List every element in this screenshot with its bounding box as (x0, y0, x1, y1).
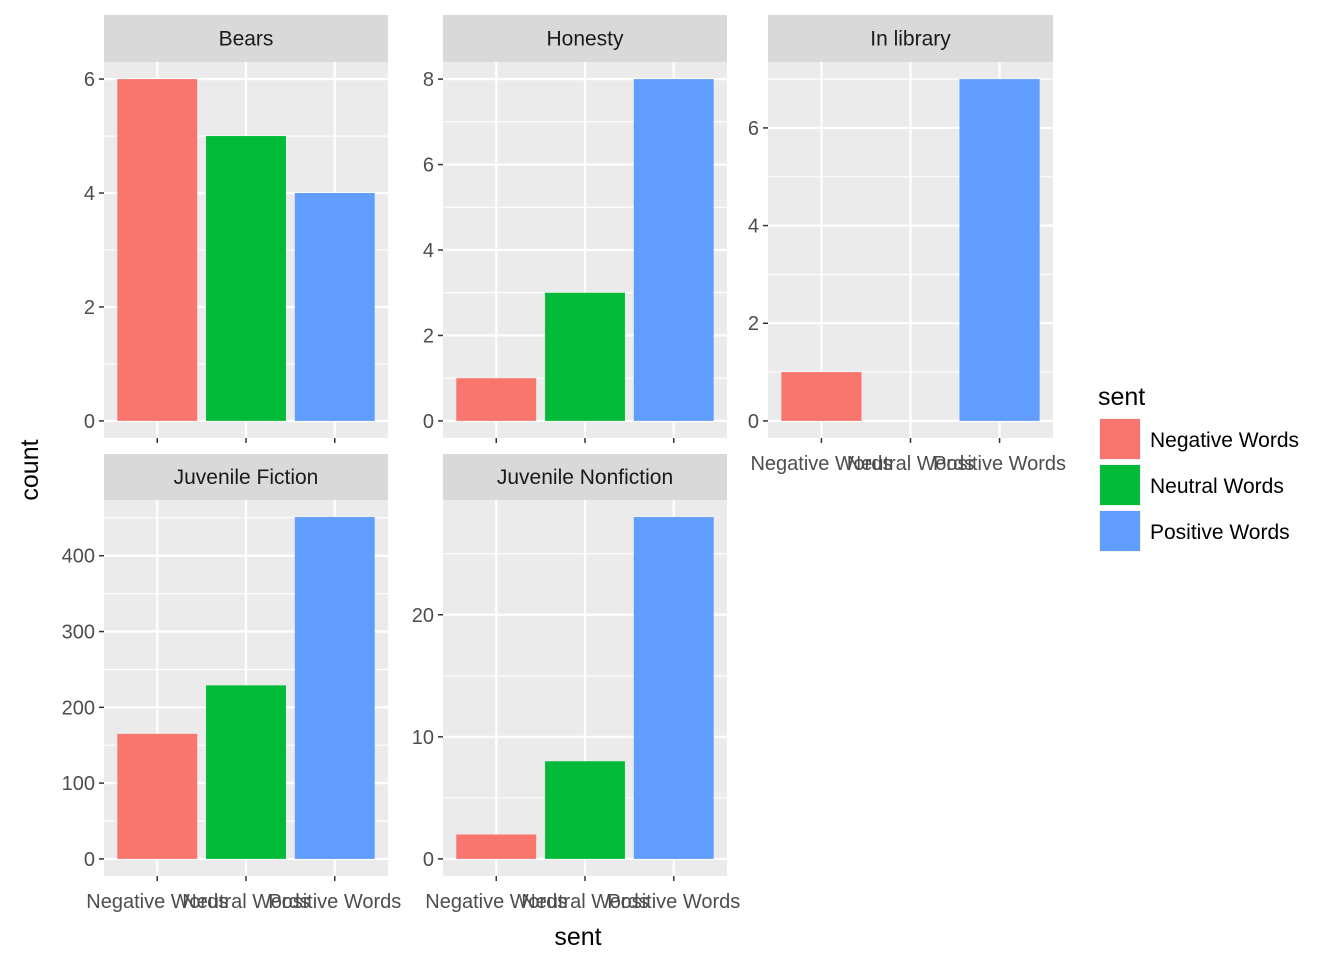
bar (959, 79, 1040, 421)
y-tick-label: 0 (84, 849, 95, 871)
facet-strip-title: Bears (219, 28, 274, 51)
bar (545, 292, 625, 421)
legend-swatch (1100, 511, 1140, 551)
y-tick-label: 20 (412, 605, 434, 627)
bar (294, 193, 375, 421)
facet-panels: Bears 0 2 4 6 Honesty 0 2 4 6 8 In library 0 2 4 6 Negat… (62, 15, 1066, 913)
legend-swatch (1100, 465, 1140, 505)
x-tick-label: Positive Words (607, 891, 740, 913)
facet-strip (443, 454, 727, 500)
facet-panel: Juvenile Fiction 0 100 200 300 400 Negative Wo… (62, 454, 401, 913)
y-tick-label: 100 (62, 773, 95, 795)
facet-strip (104, 15, 388, 62)
y-tick-label: 300 (62, 622, 95, 644)
facet-strip (104, 454, 388, 500)
bar (117, 733, 198, 859)
y-tick-label: 6 (748, 118, 759, 140)
facet-panel: Juvenile Nonfiction 0 10 20 Negative WordsNe… (412, 454, 740, 913)
facet-strip-title: Honesty (546, 28, 624, 51)
x-tick-label: Neutral Words (521, 891, 648, 913)
y-tick-label: 0 (423, 411, 434, 433)
x-tick-label: Positive Words (268, 891, 401, 913)
x-tick-label: Negative Words (750, 453, 892, 475)
y-tick-label: 2 (84, 297, 95, 319)
x-tick-label: Negative Words (425, 891, 567, 913)
x-tick-label: Neutral Words (847, 453, 974, 475)
y-tick-label: 10 (412, 727, 434, 749)
y-tick-label: 6 (423, 155, 434, 177)
y-tick-label: 200 (62, 697, 95, 719)
bar (633, 517, 714, 859)
y-tick-label: 0 (748, 411, 759, 433)
y-tick-label: 2 (423, 325, 434, 347)
y-tick-label: 400 (62, 546, 95, 568)
facet-strip (768, 15, 1053, 62)
x-tick-label: Neutral Words (182, 891, 309, 913)
facet-strip-title: Juvenile Nonfiction (497, 466, 673, 489)
bar (633, 79, 714, 421)
y-tick-label: 4 (84, 183, 95, 205)
x-axis-title: sent (554, 923, 601, 951)
bar (456, 834, 537, 859)
facet-panel: Honesty 0 2 4 6 8 (423, 15, 727, 443)
y-tick-label: 8 (423, 69, 434, 91)
legend-label: Positive Words (1150, 521, 1290, 544)
legend-label: Neutral Words (1150, 475, 1284, 498)
y-axis-title: count (16, 439, 44, 500)
bar (456, 378, 537, 421)
bar (294, 517, 375, 859)
legend-label: Negative Words (1150, 429, 1299, 452)
bar (206, 685, 286, 859)
facet-strip (443, 15, 727, 62)
y-tick-label: 4 (423, 240, 434, 262)
y-tick-label: 6 (84, 69, 95, 91)
x-tick-label: Negative Words (86, 891, 228, 913)
legend-title: sent (1098, 383, 1145, 411)
bar (781, 372, 862, 421)
bar (545, 761, 625, 859)
legend: sent Negative Words Neutral Words Positive… (1098, 383, 1299, 552)
facet-strip-title: Juvenile Fiction (174, 466, 319, 489)
legend-swatch (1100, 419, 1140, 459)
y-tick-label: 2 (748, 313, 759, 335)
y-tick-label: 0 (84, 411, 95, 433)
x-tick-label: Positive Words (933, 453, 1066, 475)
y-tick-label: 0 (423, 849, 434, 871)
y-tick-label: 4 (748, 216, 759, 238)
facet-panel: Bears 0 2 4 6 (84, 15, 388, 443)
facet-strip-title: In library (870, 28, 951, 51)
bar (117, 79, 198, 421)
bar (206, 136, 286, 421)
